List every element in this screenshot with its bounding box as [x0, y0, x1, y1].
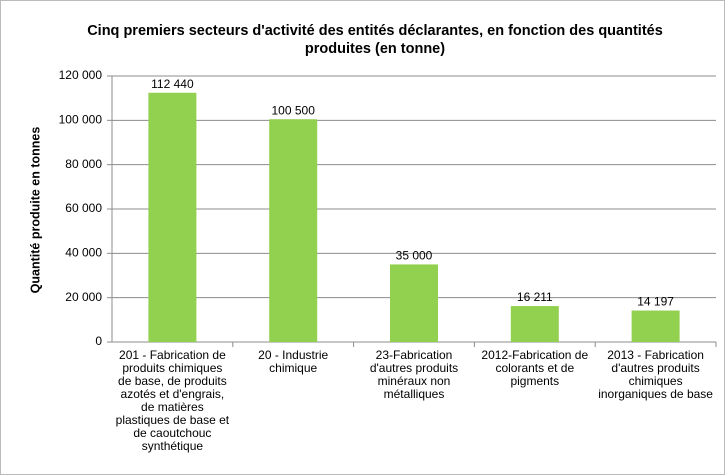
value-label: 14 197	[637, 295, 674, 309]
title-box: Cinq premiers secteurs d'activité des en…	[87, 23, 663, 57]
y-tick-label: 60 000	[65, 201, 102, 215]
value-label: 100 500	[272, 103, 316, 117]
x-tick-label: 2012-Fabrication de colorants et de pigm…	[481, 349, 589, 388]
x-tick-label: 2013 - Fabrication d'autres produits chi…	[598, 349, 713, 401]
x-tick-box: 2013 - Fabrication d'autres produits chi…	[598, 349, 713, 401]
y-tick-label: 120 000	[59, 68, 103, 82]
x-tick-box: 201 - Fabrication de produits chimiques …	[115, 349, 230, 453]
x-tick-label: 201 - Fabrication de produits chimiques …	[115, 349, 230, 453]
y-tick-label: 80 000	[65, 157, 102, 171]
y-axis-label: Quantité produite en tonnes	[28, 127, 42, 294]
value-label: 112 440	[151, 77, 194, 91]
x-tick-label: 20 - Industrie chimique	[258, 349, 329, 375]
value-label: 35 000	[396, 249, 433, 263]
x-tick-box: 23-Fabrication d'autres produits minérau…	[369, 349, 459, 401]
bar	[510, 306, 559, 342]
value-label: 16 211	[517, 290, 553, 304]
x-tick-box: 2012-Fabrication de colorants et de pigm…	[481, 349, 589, 388]
y-tick-label: 100 000	[59, 113, 103, 127]
x-tick-box: 20 - Industrie chimique	[258, 349, 329, 375]
chart-title: Cinq premiers secteurs d'activité des en…	[87, 23, 663, 57]
y-tick-label: 0	[95, 334, 102, 348]
bar	[390, 264, 438, 342]
bar	[148, 92, 197, 343]
y-tick-label: 20 000	[65, 290, 102, 304]
bar	[269, 119, 318, 342]
bar	[631, 310, 680, 342]
x-tick-label: 23-Fabrication d'autres produits minérau…	[369, 349, 459, 401]
y-tick-label: 40 000	[65, 246, 102, 260]
